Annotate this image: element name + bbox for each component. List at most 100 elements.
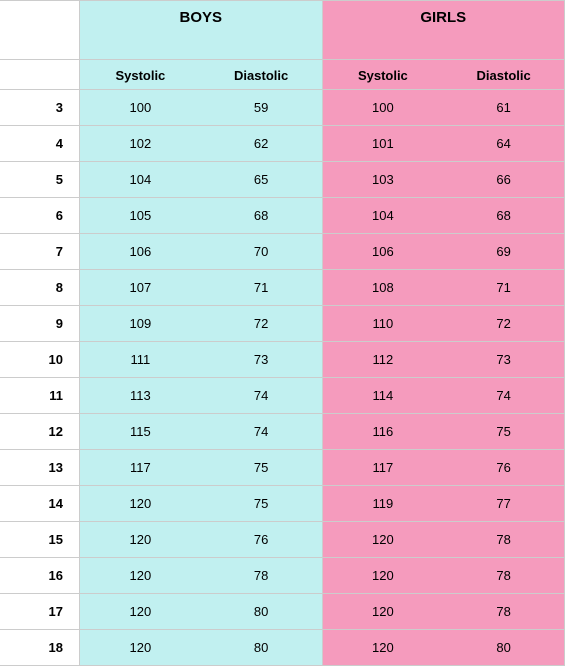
girls-diastolic-label: Diastolic (443, 60, 564, 90)
boys-row: 10771 (80, 270, 323, 306)
header-boys: BOYS (80, 0, 323, 60)
subheader-girls: Systolic Diastolic (323, 60, 565, 90)
boys-row: 12075 (80, 486, 323, 522)
age-cell: 14 (0, 486, 80, 522)
boys-row: 11374 (80, 378, 323, 414)
boys-row: 10059 (80, 90, 323, 126)
girls-row: 11273 (323, 342, 565, 378)
girls-diastolic-cell: 75 (443, 414, 564, 450)
boys-diastolic-cell: 70 (201, 234, 322, 270)
girls-row: 11776 (323, 450, 565, 486)
age-cell: 17 (0, 594, 80, 630)
boys-diastolic-cell: 74 (201, 378, 322, 414)
boys-diastolic-cell: 75 (201, 450, 322, 486)
boys-diastolic-cell: 75 (201, 486, 322, 522)
subheader-boys: Systolic Diastolic (80, 60, 323, 90)
girls-row: 12078 (323, 594, 565, 630)
subheader-age-empty (0, 60, 80, 90)
boys-row: 12080 (80, 594, 323, 630)
age-cell: 15 (0, 522, 80, 558)
girls-row: 11977 (323, 486, 565, 522)
boys-row: 10670 (80, 234, 323, 270)
girls-diastolic-cell: 64 (443, 126, 564, 162)
boys-systolic-cell: 120 (80, 486, 201, 522)
girls-row: 11474 (323, 378, 565, 414)
bp-table: BOYS GIRLS Systolic Diastolic Systolic D… (0, 0, 565, 666)
boys-row: 10568 (80, 198, 323, 234)
girls-row: 11675 (323, 414, 565, 450)
girls-systolic-cell: 103 (323, 162, 444, 198)
girls-diastolic-cell: 68 (443, 198, 564, 234)
boys-systolic-cell: 120 (80, 522, 201, 558)
boys-systolic-cell: 102 (80, 126, 201, 162)
girls-systolic-cell: 117 (323, 450, 444, 486)
girls-systolic-cell: 120 (323, 522, 444, 558)
boys-row: 11173 (80, 342, 323, 378)
girls-systolic-cell: 110 (323, 306, 444, 342)
girls-systolic-cell: 104 (323, 198, 444, 234)
boys-diastolic-cell: 62 (201, 126, 322, 162)
boys-row: 12078 (80, 558, 323, 594)
girls-row: 10164 (323, 126, 565, 162)
girls-row: 10366 (323, 162, 565, 198)
girls-systolic-cell: 112 (323, 342, 444, 378)
girls-diastolic-cell: 61 (443, 90, 564, 126)
boys-row: 12076 (80, 522, 323, 558)
age-cell: 11 (0, 378, 80, 414)
boys-systolic-cell: 105 (80, 198, 201, 234)
boys-systolic-cell: 120 (80, 558, 201, 594)
age-cell: 4 (0, 126, 80, 162)
girls-diastolic-cell: 76 (443, 450, 564, 486)
boys-row: 10465 (80, 162, 323, 198)
girls-diastolic-cell: 78 (443, 594, 564, 630)
girls-systolic-cell: 101 (323, 126, 444, 162)
girls-systolic-cell: 114 (323, 378, 444, 414)
boys-systolic-cell: 109 (80, 306, 201, 342)
boys-systolic-cell: 107 (80, 270, 201, 306)
boys-diastolic-cell: 59 (201, 90, 322, 126)
boys-systolic-cell: 100 (80, 90, 201, 126)
header-age-empty (0, 0, 80, 60)
age-cell: 5 (0, 162, 80, 198)
header-girls: GIRLS (323, 0, 565, 60)
boys-row: 11574 (80, 414, 323, 450)
girls-systolic-cell: 120 (323, 594, 444, 630)
girls-row: 10871 (323, 270, 565, 306)
girls-systolic-cell: 106 (323, 234, 444, 270)
age-cell: 7 (0, 234, 80, 270)
age-cell: 9 (0, 306, 80, 342)
boys-diastolic-cell: 71 (201, 270, 322, 306)
boys-diastolic-cell: 73 (201, 342, 322, 378)
boys-diastolic-cell: 80 (201, 630, 322, 666)
girls-diastolic-cell: 80 (443, 630, 564, 666)
girls-systolic-cell: 119 (323, 486, 444, 522)
girls-diastolic-cell: 66 (443, 162, 564, 198)
boys-diastolic-cell: 78 (201, 558, 322, 594)
boys-row: 10262 (80, 126, 323, 162)
boys-systolic-cell: 117 (80, 450, 201, 486)
girls-row: 12078 (323, 522, 565, 558)
boys-row: 11775 (80, 450, 323, 486)
age-cell: 3 (0, 90, 80, 126)
girls-diastolic-cell: 78 (443, 558, 564, 594)
age-cell: 6 (0, 198, 80, 234)
boys-row: 12080 (80, 630, 323, 666)
girls-systolic-cell: 120 (323, 630, 444, 666)
boys-diastolic-cell: 80 (201, 594, 322, 630)
boys-systolic-cell: 120 (80, 594, 201, 630)
girls-row: 10468 (323, 198, 565, 234)
girls-systolic-cell: 100 (323, 90, 444, 126)
girls-systolic-label: Systolic (323, 60, 444, 90)
girls-row: 11072 (323, 306, 565, 342)
boys-systolic-cell: 111 (80, 342, 201, 378)
girls-diastolic-cell: 72 (443, 306, 564, 342)
boys-diastolic-cell: 65 (201, 162, 322, 198)
age-cell: 12 (0, 414, 80, 450)
girls-systolic-cell: 108 (323, 270, 444, 306)
boys-systolic-cell: 120 (80, 630, 201, 666)
girls-row: 12078 (323, 558, 565, 594)
girls-diastolic-cell: 73 (443, 342, 564, 378)
boys-diastolic-cell: 74 (201, 414, 322, 450)
boys-row: 10972 (80, 306, 323, 342)
age-cell: 18 (0, 630, 80, 666)
